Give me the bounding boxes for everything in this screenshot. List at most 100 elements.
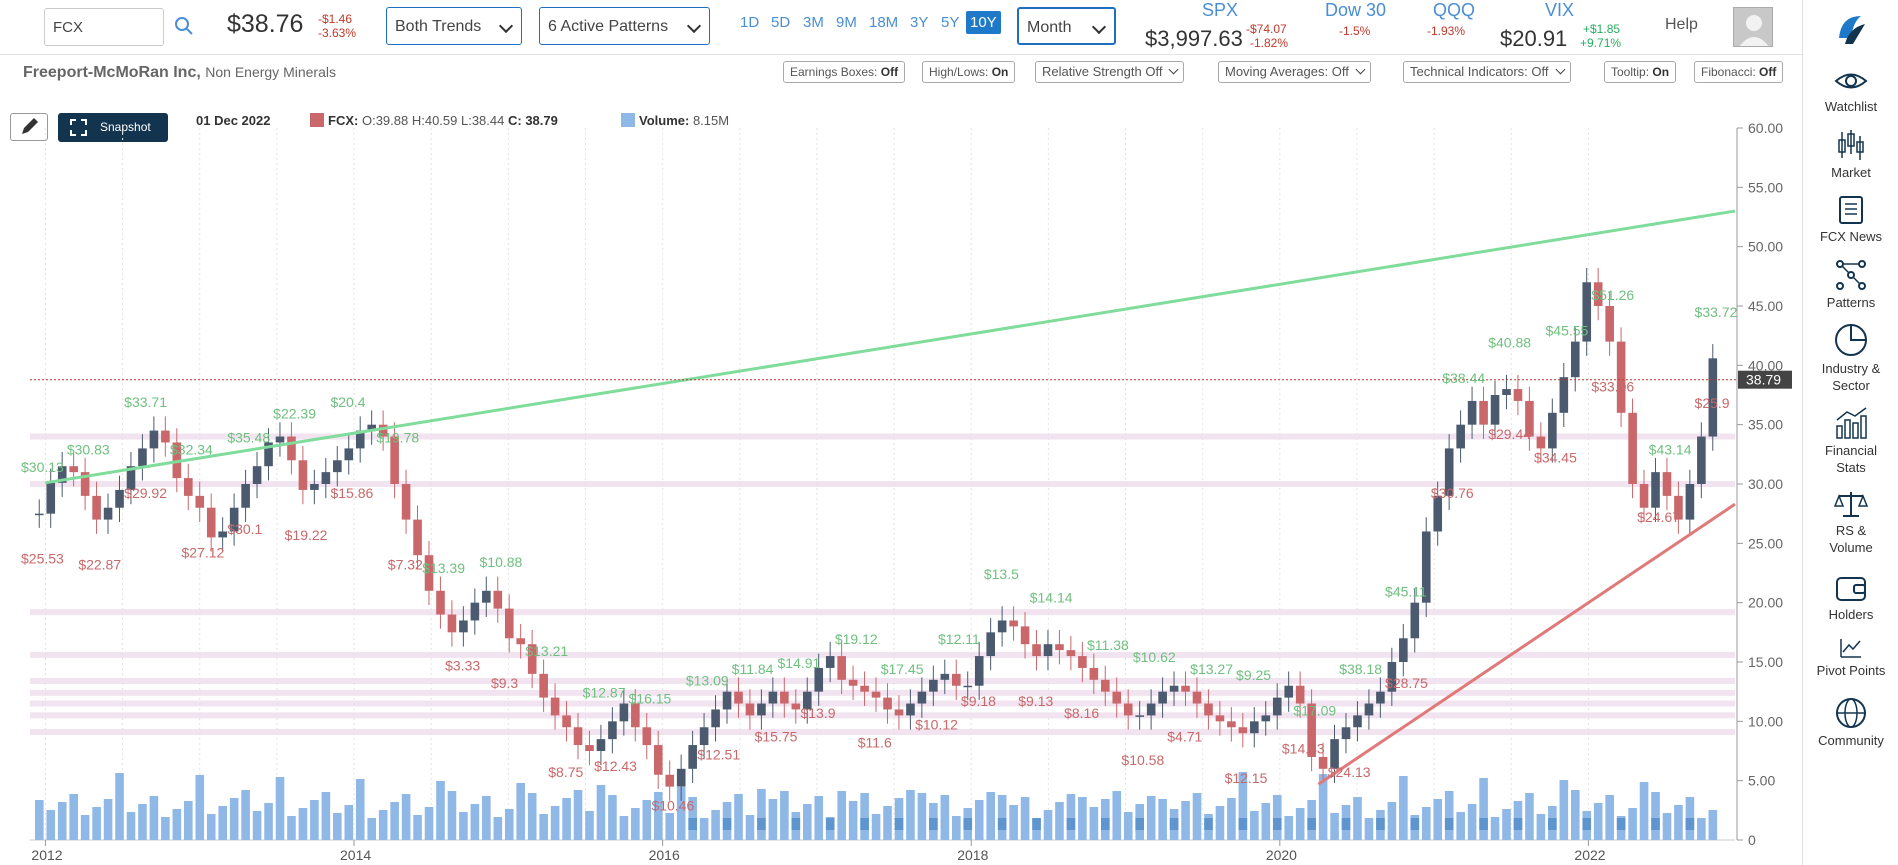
range-10y-button[interactable]: 10Y <box>966 11 1001 34</box>
volume-bar <box>378 810 388 840</box>
sidebar-community[interactable]: Community <box>1803 696 1898 749</box>
candle-body <box>780 691 789 704</box>
earnings-marker <box>1272 818 1282 830</box>
candle-body <box>734 691 743 704</box>
range-1d-button[interactable]: 1D <box>740 14 760 31</box>
candle-body <box>1192 691 1202 704</box>
range-18m-button[interactable]: 18M <box>869 14 899 31</box>
candle-body <box>1697 436 1706 484</box>
candle-body <box>161 430 170 443</box>
sidebar-pivot-points[interactable]: Pivot Points <box>1803 636 1898 679</box>
candle-body <box>298 460 308 490</box>
volume-bar <box>1261 803 1271 840</box>
index-dow30[interactable]: Dow 30 -1.5% <box>1325 0 1387 38</box>
symbol-search-input[interactable]: FCX <box>44 8 164 46</box>
volume-bar <box>333 813 342 840</box>
draw-button[interactable] <box>10 113 48 141</box>
pencil-icon <box>22 118 38 134</box>
fibonacci-toggle[interactable]: Fibonacci: Off <box>1694 61 1784 83</box>
patterns-dropdown[interactable]: 6 Active Patterns <box>539 7 710 45</box>
volume-bar <box>699 818 709 840</box>
low-price-label: $11.6 <box>858 734 892 750</box>
globe-icon <box>1836 698 1866 728</box>
moving-averages-dropdown[interactable]: Moving Averages: Off <box>1218 61 1371 83</box>
high-price-label: $30.13 <box>21 459 64 475</box>
candle-body <box>229 507 239 532</box>
volume-bar <box>883 806 892 840</box>
search-icon[interactable] <box>172 14 196 38</box>
price-swatch <box>310 113 324 127</box>
candle-body <box>1628 412 1637 484</box>
candle-body <box>1376 691 1385 704</box>
price-chart[interactable]: 60.00 55.00 50.00 45.00 40.00 35.00 30.00 25.00… <box>0 120 1802 865</box>
tooltip-toggle[interactable]: Tooltip: On <box>1604 61 1677 83</box>
user-avatar[interactable] <box>1733 7 1773 47</box>
snapshot-button[interactable]: Snapshot <box>58 113 168 142</box>
sidebar-watchlist[interactable]: Watchlist <box>1803 66 1898 115</box>
support-level-band <box>30 481 1735 487</box>
earnings-boxes-toggle[interactable]: Earnings Boxes: Off <box>783 61 906 83</box>
sidebar-financial-stats[interactable]: Financial Stats <box>1803 406 1898 476</box>
candle-body <box>1215 715 1225 722</box>
candle-body <box>952 673 961 686</box>
relative-strength-dropdown[interactable]: Relative Strength Off <box>1035 61 1185 83</box>
volume-bar <box>539 814 548 840</box>
earnings-marker <box>791 818 801 830</box>
pie-chart-icon <box>1835 324 1867 356</box>
volume-bar <box>711 810 720 840</box>
earnings-marker <box>722 818 732 830</box>
range-5y-button[interactable]: 5Y <box>941 14 960 31</box>
volume-bar <box>940 795 950 840</box>
volume-bar <box>1593 803 1603 840</box>
volume-bar <box>1697 818 1706 840</box>
candle-body <box>974 656 984 686</box>
candle-body <box>1639 484 1649 508</box>
technical-indicators-dropdown[interactable]: Technical Indicators: Off <box>1403 61 1571 83</box>
range-9m-button[interactable]: 9M <box>836 14 857 31</box>
interval-dropdown[interactable]: Month <box>1017 7 1116 45</box>
volume-bar <box>401 794 411 840</box>
wallet-icon <box>1836 577 1866 601</box>
trends-dropdown[interactable]: Both Trends <box>386 7 522 45</box>
high-lows-toggle[interactable]: High/Lows: On <box>922 61 1016 83</box>
x-tick-label: 2020 <box>1266 847 1297 863</box>
volume-bar <box>1444 791 1454 840</box>
financial-stats-icon <box>1836 407 1867 439</box>
low-price-label: $24.67 <box>1637 509 1680 525</box>
volume-bar <box>493 817 503 840</box>
candle-body <box>883 697 892 710</box>
range-5d-button[interactable]: 5D <box>771 14 791 31</box>
candle-body <box>711 709 720 728</box>
index-spx[interactable]: SPX $3,997.63 -$74.07 -1.82% <box>1145 0 1289 51</box>
avatar-silhouette-icon <box>1739 15 1769 46</box>
sidebar-news[interactable]: FCX News <box>1803 194 1898 245</box>
candle-body <box>1250 721 1259 734</box>
index-vix[interactable]: VIX $20.91 +$1.85 +9.71% <box>1500 0 1622 51</box>
sidebar-rs-volume[interactable]: RS & Volume <box>1803 490 1898 556</box>
y-tick-label: 15.00 <box>1748 654 1783 670</box>
volume-bar <box>172 809 182 840</box>
uptrend-line <box>45 209 1736 485</box>
earnings-marker <box>1651 818 1660 830</box>
sidebar-market[interactable]: Market <box>1803 128 1898 181</box>
y-tick-label: 20.00 <box>1748 595 1783 611</box>
candle-body <box>1593 282 1603 306</box>
candle-body <box>1009 620 1018 627</box>
index-qqq[interactable]: QQQ -1.93% <box>1427 0 1476 38</box>
support-level-band <box>30 609 1735 616</box>
high-price-label: $14.91 <box>778 655 821 671</box>
candle-body <box>1525 400 1534 437</box>
low-price-label: $10.12 <box>915 717 958 733</box>
candle-body <box>1685 484 1695 520</box>
sidebar-holders[interactable]: Holders <box>1803 574 1898 623</box>
candle-body <box>1479 400 1488 425</box>
sidebar-patterns[interactable]: Patterns <box>1803 258 1898 311</box>
range-3y-button[interactable]: 3Y <box>910 14 929 31</box>
help-link[interactable]: Help <box>1665 16 1698 33</box>
sidebar-industry-sector[interactable]: Industry & Sector <box>1803 322 1898 394</box>
volume-bar <box>1433 799 1443 840</box>
candle-body <box>1467 400 1477 425</box>
candle-body <box>1135 715 1145 717</box>
candle-body <box>35 513 44 516</box>
range-3m-button[interactable]: 3M <box>803 14 824 31</box>
